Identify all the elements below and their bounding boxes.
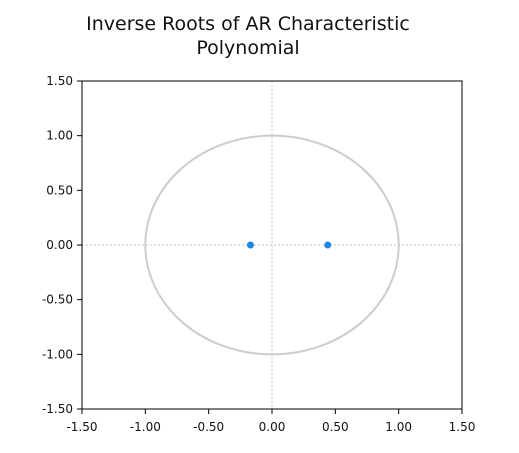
x-tick-label: -0.50: [193, 420, 224, 434]
y-tick-label: 1.00: [46, 129, 73, 143]
chart-title-line-2: Polynomial: [196, 37, 299, 59]
x-tick-label: 0.50: [322, 420, 349, 434]
root-point: [246, 241, 254, 249]
x-tick-label: -1.50: [66, 420, 97, 434]
root-point: [324, 241, 332, 249]
y-tick-label: 0.00: [46, 238, 73, 252]
x-tick-label: -1.00: [130, 420, 161, 434]
y-tick-label: -0.50: [42, 293, 73, 307]
y-tick-label: -1.00: [42, 347, 73, 361]
unit-circle: [144, 134, 400, 356]
y-tick-label: 1.50: [46, 74, 73, 88]
x-tick-label: 0.00: [259, 420, 286, 434]
chart-title-line-1: Inverse Roots of AR Characteristic: [86, 13, 410, 35]
y-tick-label: -1.50: [42, 402, 73, 416]
y-tick-label: 0.50: [46, 183, 73, 197]
x-tick-label: 1.50: [449, 420, 476, 434]
plot-area: -1.50 -1.00 -0.50 0.00 0.50 1.00 1.50 1.50 1.00 0…: [42, 74, 475, 434]
x-tick-label: 1.00: [385, 420, 412, 434]
